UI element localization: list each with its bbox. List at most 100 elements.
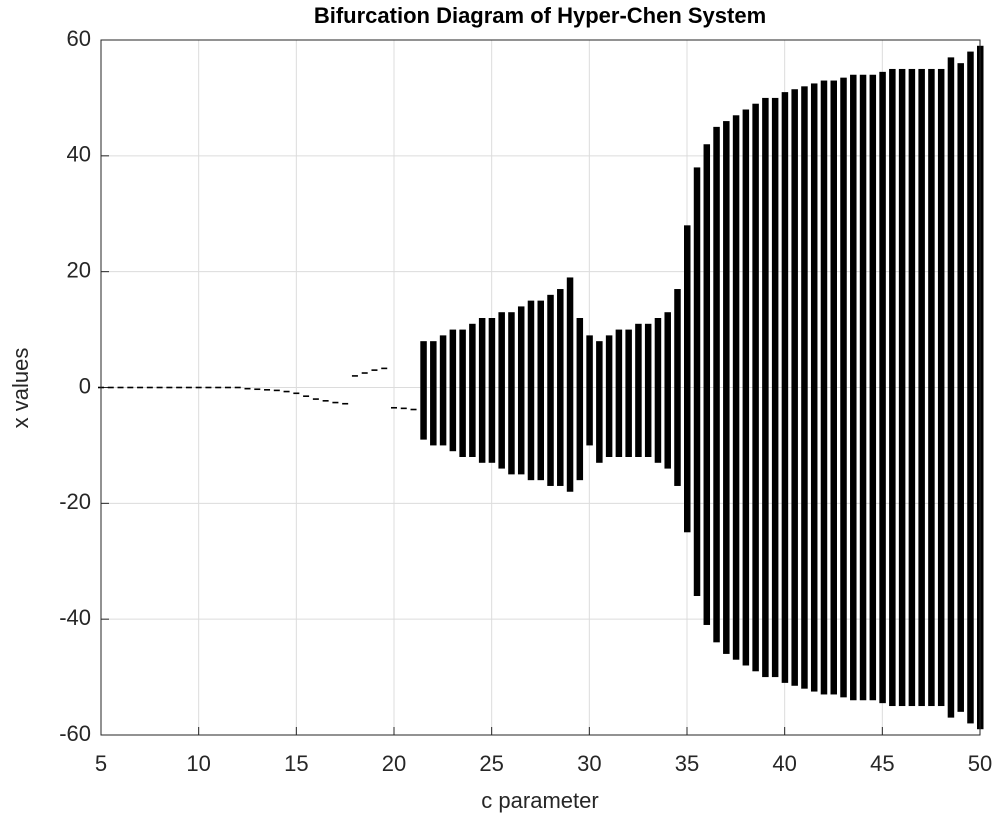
orbit-range: [644, 323, 652, 457]
fixed-point: [332, 401, 339, 404]
orbit-range: [439, 335, 447, 446]
orbit-range: [478, 318, 486, 463]
y-tick-label: 0: [79, 373, 91, 398]
orbit-range: [791, 89, 798, 686]
orbit-range: [469, 323, 476, 457]
orbit-range: [830, 80, 837, 695]
fixed-point: [107, 386, 114, 389]
orbit-range: [498, 312, 505, 469]
y-tick-label: 40: [67, 142, 91, 167]
orbit-range: [762, 97, 769, 678]
orbit-range: [937, 68, 945, 707]
x-tick-label: 5: [95, 751, 107, 776]
orbit-range: [840, 77, 847, 698]
x-tick-label: 45: [870, 751, 894, 776]
orbit-range: [596, 341, 603, 463]
fixed-point: [342, 402, 349, 405]
x-tick-label: 35: [675, 751, 699, 776]
orbit-range: [625, 329, 632, 457]
orbit-range: [723, 121, 730, 654]
fixed-point: [283, 390, 290, 393]
orbit-range: [781, 92, 789, 683]
fixed-point: [381, 367, 388, 370]
fixed-point: [273, 389, 280, 392]
fixed-point: [185, 386, 192, 389]
orbit-range: [508, 312, 515, 475]
orbit-range: [898, 68, 906, 707]
orbit-range: [742, 109, 750, 666]
orbit-range: [586, 335, 593, 446]
fixed-point: [400, 407, 407, 410]
fixed-point: [127, 386, 134, 389]
orbit-range: [967, 51, 974, 724]
orbit-range: [557, 289, 564, 486]
orbit-range: [430, 341, 437, 446]
fixed-point: [293, 392, 300, 395]
fixed-point: [195, 386, 202, 389]
fixed-point: [146, 386, 153, 389]
x-tick-label: 40: [772, 751, 796, 776]
orbit-range: [566, 277, 574, 492]
plot-frame: [100, 39, 981, 736]
fixed-point: [371, 369, 378, 371]
fixed-point: [303, 395, 310, 397]
y-tick-label: -60: [59, 721, 91, 746]
x-tick-label: 50: [968, 751, 992, 776]
y-tick-label: 60: [67, 26, 91, 51]
x-tick-label: 25: [479, 751, 503, 776]
orbit-range: [928, 68, 935, 707]
orbit-range: [674, 289, 681, 486]
fixed-point: [254, 388, 261, 391]
orbit-range: [869, 74, 877, 701]
orbit-range: [605, 335, 613, 457]
y-axis-label: x values: [8, 348, 33, 429]
orbit-range: [908, 68, 916, 707]
orbit-range: [879, 71, 886, 704]
fixed-point: [264, 389, 271, 391]
fixed-point: [361, 372, 368, 374]
orbit-range: [654, 318, 662, 463]
fixed-point: [224, 386, 231, 389]
orbit-range: [713, 126, 720, 643]
fixed-point: [244, 387, 251, 390]
chart-title: Bifurcation Diagram of Hyper-Chen System: [314, 3, 766, 28]
orbit-range: [664, 312, 671, 469]
orbit-range: [820, 80, 828, 695]
orbit-range: [449, 329, 457, 452]
orbit-range: [517, 306, 525, 475]
orbit-range: [459, 329, 466, 457]
x-tick-label: 20: [382, 751, 406, 776]
orbit-range: [947, 57, 955, 718]
y-tick-label: -40: [59, 605, 91, 630]
orbit-range: [810, 83, 818, 692]
fixed-point: [351, 375, 358, 377]
orbit-range: [850, 74, 857, 701]
fixed-point: [205, 386, 212, 389]
orbit-range: [771, 97, 779, 678]
orbit-range: [703, 144, 711, 625]
orbit-range: [547, 294, 554, 486]
fixed-point: [176, 386, 183, 389]
orbit-range: [918, 68, 925, 707]
orbit-range: [801, 86, 808, 689]
orbit-range: [859, 74, 867, 701]
orbit-range: [488, 318, 496, 463]
y-tick-label: -20: [59, 489, 91, 514]
orbit-range: [889, 68, 896, 707]
orbit-range: [576, 318, 584, 481]
x-tick-label: 15: [284, 751, 308, 776]
fixed-point: [137, 386, 144, 389]
fixed-point: [410, 408, 417, 411]
fixed-point: [312, 398, 319, 400]
fixed-point: [215, 386, 222, 389]
orbit-range: [752, 103, 759, 672]
fixed-point: [166, 386, 173, 389]
fixed-point: [391, 406, 397, 409]
orbit-range: [684, 225, 691, 533]
fixed-point: [156, 386, 163, 389]
orbit-range: [420, 341, 427, 440]
y-tick-label: 20: [67, 257, 91, 282]
x-tick-label: 10: [186, 751, 210, 776]
orbit-range: [732, 115, 740, 660]
